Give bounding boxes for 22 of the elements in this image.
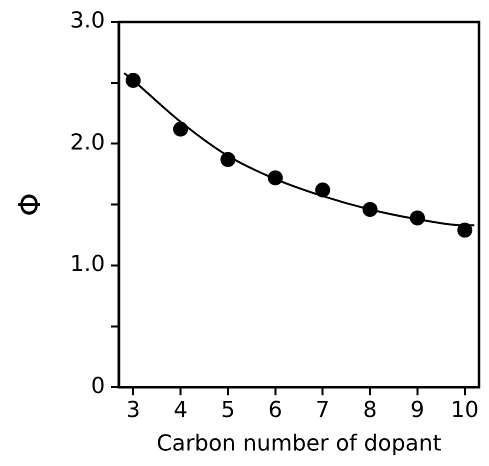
point	[362, 202, 378, 217]
x-tick-label: 10	[450, 398, 479, 424]
point	[268, 170, 283, 186]
y-tick-label: 0	[90, 374, 105, 399]
text: 1.0	[70, 252, 105, 278]
x-tick-label: 9	[410, 398, 424, 424]
x-tick-label: 6	[268, 398, 282, 424]
point	[457, 222, 472, 238]
x-tick-label: 8	[363, 398, 378, 424]
x-tick-label: 7	[316, 398, 330, 424]
point	[173, 122, 188, 137]
point	[315, 182, 330, 198]
x-tick-label: 3	[126, 398, 140, 424]
x-axis-title: Carbon number of dopant	[156, 432, 442, 457]
y-axis-title: Φ	[12, 192, 48, 216]
x-tick-label: 4	[174, 398, 188, 424]
point	[126, 72, 141, 88]
point	[410, 210, 425, 226]
x-tick-label: 5	[220, 398, 235, 424]
y-tick-label: 3.0	[70, 8, 105, 34]
point	[220, 152, 236, 168]
y-tick-label: 2.0	[70, 130, 105, 156]
